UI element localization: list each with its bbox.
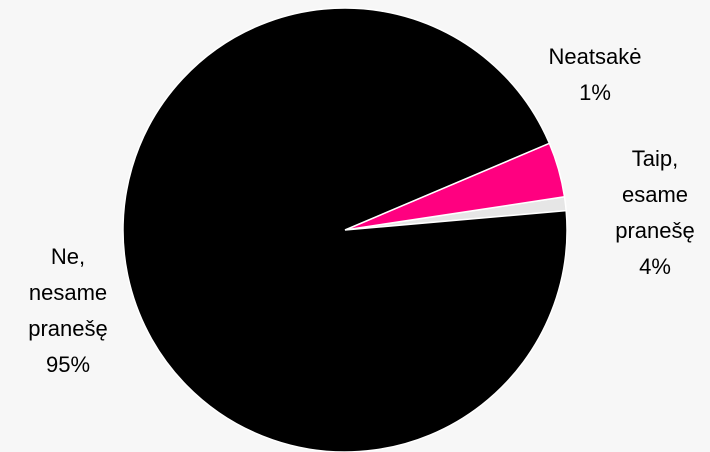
slice-label: Ne, nesame pranešę — [28, 244, 108, 341]
pie-slice — [122, 7, 568, 452]
value-label: 1% — [579, 80, 611, 105]
slice-label: Neatsakė — [549, 44, 642, 69]
value-label: 95% — [46, 352, 90, 377]
value-label: 4% — [639, 254, 671, 279]
slice-label: Taip, esame pranešę — [615, 146, 695, 243]
